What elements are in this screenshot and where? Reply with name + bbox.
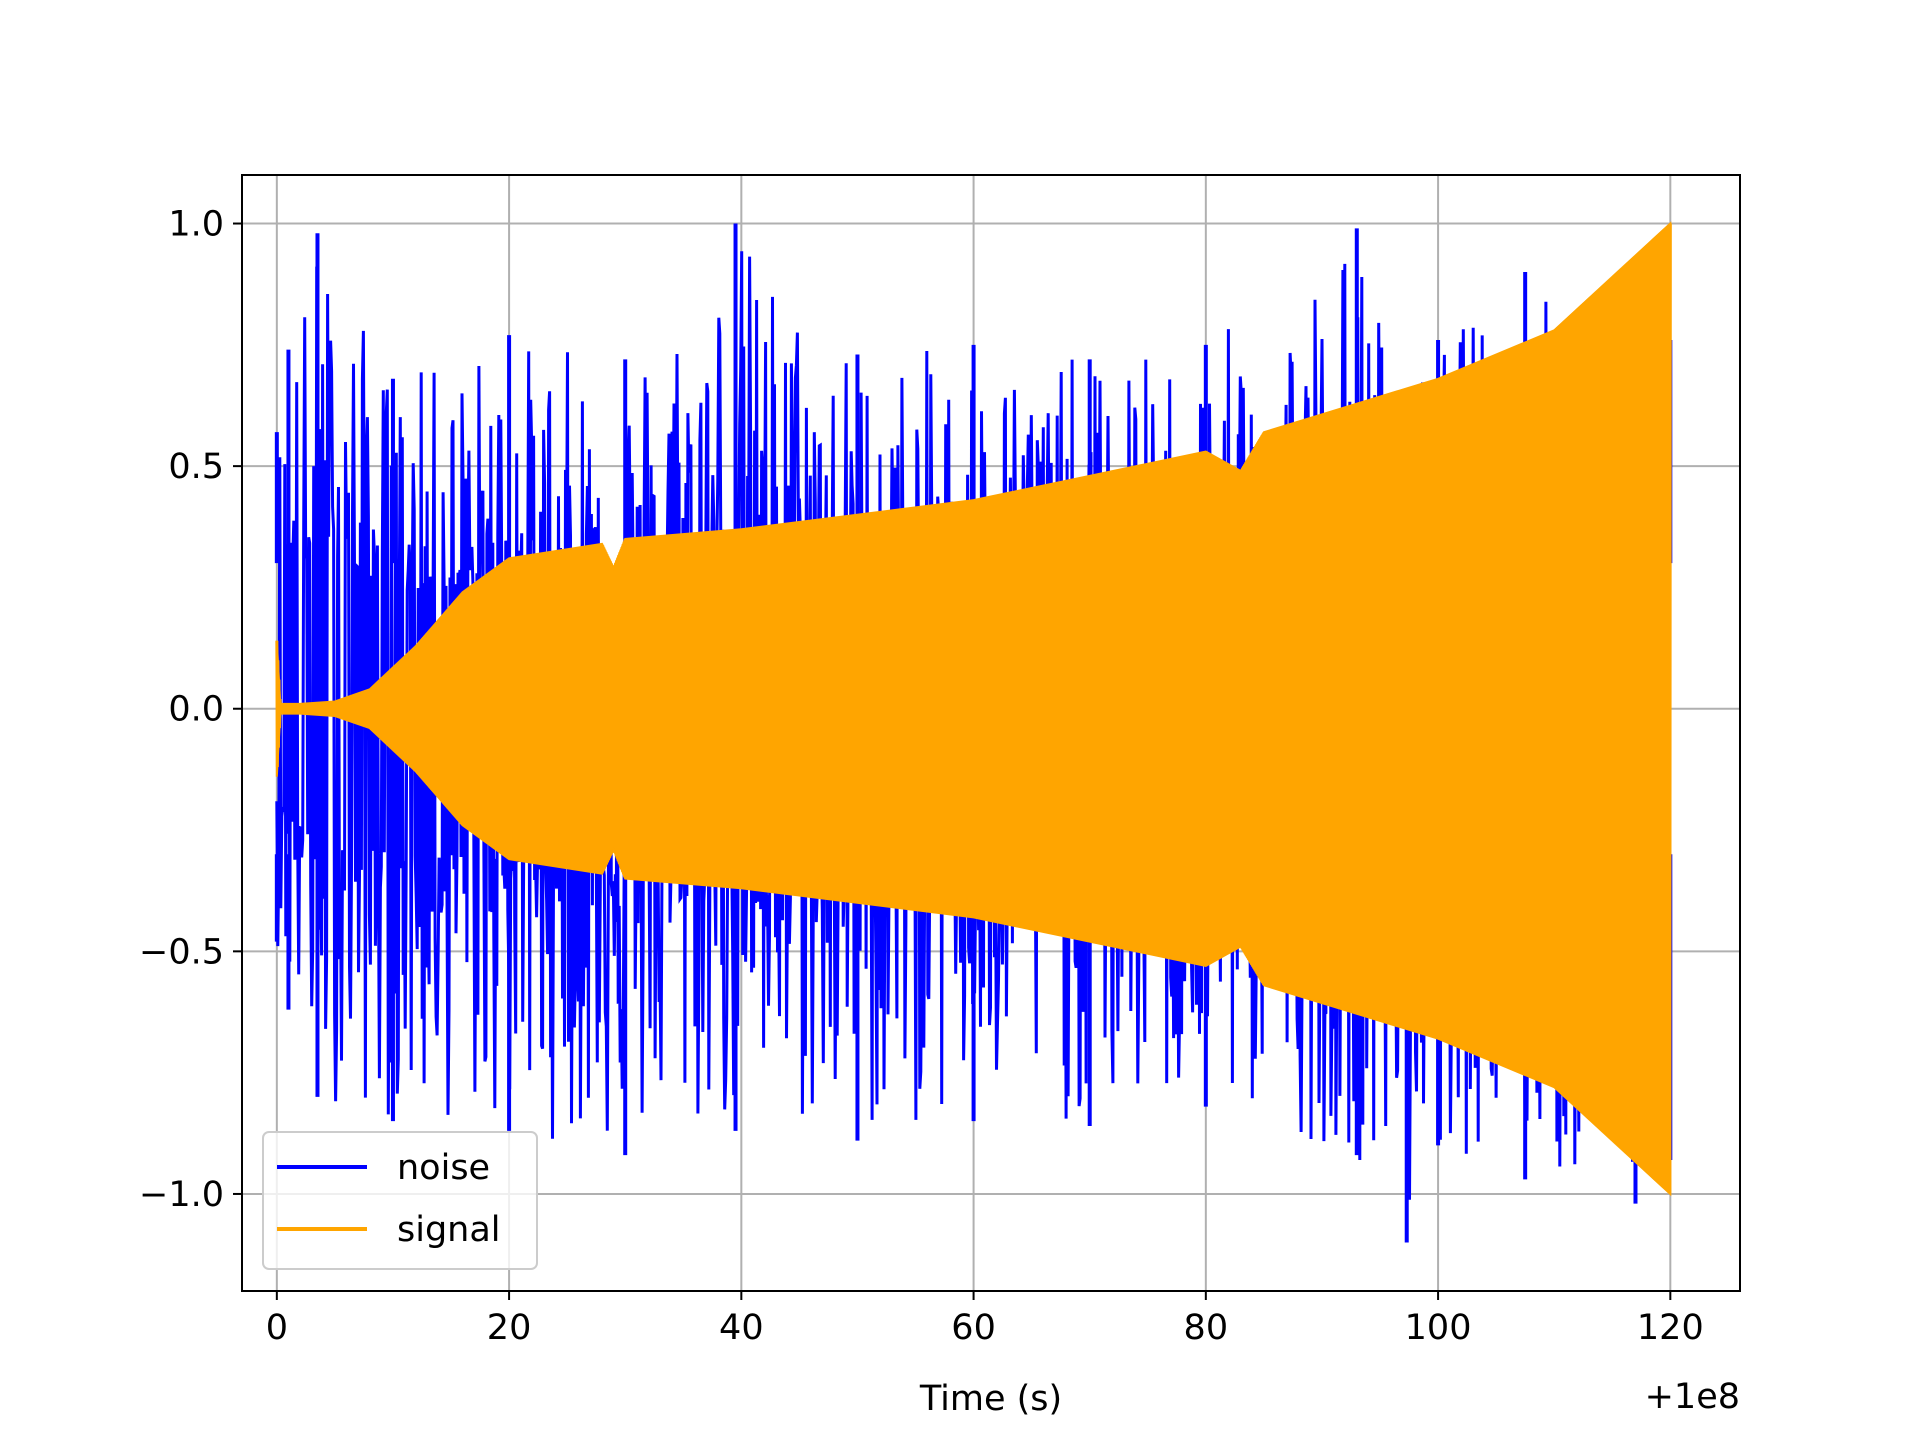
- x-tick-label: 0: [266, 1308, 288, 1348]
- x-tick-label: 120: [1637, 1308, 1704, 1348]
- x-axis-offset-label: +1e8: [1645, 1377, 1740, 1417]
- legend-noise-label: noise: [397, 1148, 490, 1188]
- x-tick-label: 20: [487, 1308, 532, 1348]
- series-signal-envelope: [275, 221, 1672, 1197]
- series-layer: [274, 221, 1673, 1243]
- y-tick-label: 0.5: [168, 447, 224, 487]
- x-tick-label: 40: [719, 1308, 764, 1348]
- legend: noise signal: [262, 1131, 538, 1270]
- y-tick-label: −1.0: [139, 1175, 224, 1215]
- x-axis-label: Time (s): [919, 1379, 1062, 1419]
- y-tick-label: −0.5: [139, 932, 224, 972]
- y-tick-label: 0.0: [168, 690, 224, 730]
- y-tick-label: 1.0: [168, 205, 224, 245]
- x-tick-label: 60: [951, 1308, 996, 1348]
- x-tick-label: 100: [1405, 1308, 1472, 1348]
- x-tick-label: 80: [1184, 1308, 1229, 1348]
- ticks: 0 20 40 60 80 100 120 −1.0 −0.5 0.0 0.5 1.0: [139, 205, 1704, 1348]
- legend-signal-label: signal: [397, 1210, 501, 1250]
- plot-frame: [241, 174, 1741, 1292]
